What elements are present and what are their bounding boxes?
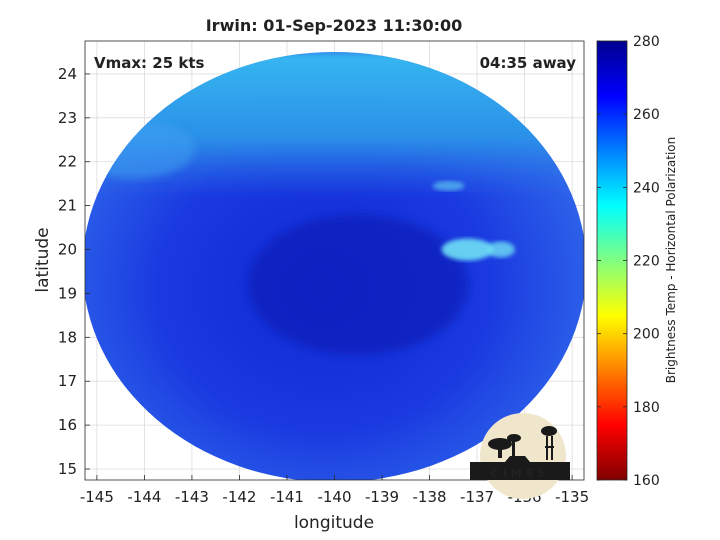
cloud-patch-east-small: [486, 241, 515, 258]
y-tick-label: 22: [58, 153, 77, 171]
y-tick-label: 23: [58, 109, 77, 127]
y-axis: 15 16 17 18 19 20 21 22 23 24: [58, 65, 90, 478]
colorbar-tick-label: 200: [633, 327, 660, 343]
x-axis-label: longitude: [294, 513, 374, 533]
swath-layer: [85, 51, 584, 480]
x-tick-label: -145: [80, 488, 114, 506]
x-tick-label: -142: [222, 488, 256, 506]
cloud-patch-east: [441, 238, 494, 261]
vmax-annotation: Vmax: 25 kts: [94, 54, 204, 72]
cold-core: [248, 214, 469, 355]
x-tick-label: -135: [555, 488, 589, 506]
colorbar-ticks: 160 180 200 220 240 260 280: [597, 34, 660, 489]
colorbar-tick-label: 260: [633, 107, 660, 123]
x-tick-label: -137: [460, 488, 494, 506]
y-tick-label: 15: [58, 460, 77, 478]
y-tick-label: 21: [58, 197, 77, 215]
distance-annotation: 04:35 away: [480, 54, 577, 72]
x-tick-label: -144: [127, 488, 161, 506]
x-tick-label: -140: [317, 488, 351, 506]
y-tick-label: 17: [58, 372, 77, 390]
x-tick-label: -138: [413, 488, 447, 506]
cimss-logo: CIMSS: [470, 413, 570, 499]
cloud-patch-north: [432, 180, 465, 191]
y-tick-label: 19: [58, 284, 77, 302]
chart-title: Irwin: 01-Sep-2023 11:30:00: [206, 16, 463, 35]
x-tick-label: -141: [270, 488, 304, 506]
colorbar-label: Brightness Temp - Horizontal Polarizatio…: [664, 137, 678, 384]
colorbar-tick-label: 180: [633, 400, 660, 416]
colorbar-tick-label: 280: [633, 34, 660, 50]
x-tick-label: -143: [175, 488, 209, 506]
y-tick-label: 20: [58, 241, 77, 259]
colorbar-tick-label: 240: [633, 180, 660, 196]
y-tick-label: 24: [58, 65, 77, 83]
y-axis-label: latitude: [33, 227, 53, 292]
logo-text: CIMSS: [491, 467, 549, 480]
y-tick-label: 18: [58, 328, 77, 346]
x-tick-label: -139: [365, 488, 399, 506]
colorbar-tick-label: 160: [633, 473, 660, 489]
colorbar-tick-label: 220: [633, 254, 660, 270]
y-tick-label: 16: [58, 416, 77, 434]
colorbar: [596, 40, 628, 481]
